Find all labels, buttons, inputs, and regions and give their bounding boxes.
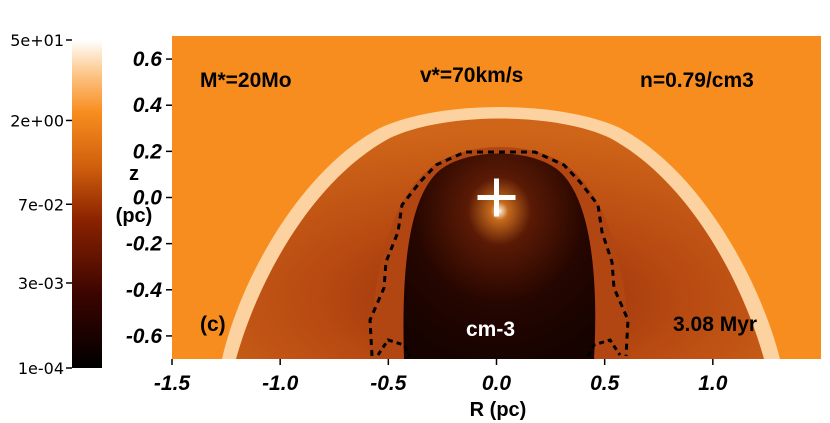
y-axis-title: z (pc) — [116, 163, 153, 227]
time-label: 3.08 Myr — [673, 313, 757, 336]
colorbar-tick-label: 1e-04 — [18, 359, 64, 378]
y-tick-label: 0.0 — [133, 187, 163, 210]
mass-annotation: M*=20Mo — [200, 69, 292, 92]
x-tick-label: 0.5 — [590, 372, 620, 395]
y-axis-title-unit: (pc) — [116, 205, 153, 227]
y-tick-label: 0.4 — [133, 94, 163, 117]
y-axis-ticks: 0.6 0.4 0.2 0.0 -0.2 -0.4 -0.6 — [126, 48, 172, 348]
density-annotation: n=0.79/cm3 — [640, 69, 754, 92]
velocity-annotation: v*=70km/s — [420, 64, 523, 87]
plot-area — [172, 36, 821, 359]
colorbar: 5e+01 2e+00 7e-02 3e-03 1e-04 — [10, 31, 102, 378]
x-tick-label: 0.0 — [482, 372, 512, 395]
x-tick-label: -0.5 — [370, 372, 407, 395]
y-tick-label: -0.4 — [126, 279, 163, 302]
colorbar-tick-label: 3e-03 — [18, 274, 64, 293]
colorbar-tick-label: 5e+01 — [10, 31, 64, 50]
star-marker — [477, 178, 516, 217]
dashed-contour — [368, 150, 630, 357]
colorbar-tick-label: 7e-02 — [18, 195, 64, 214]
y-tick-label: -0.2 — [126, 233, 163, 256]
unit-label: cm-3 — [466, 318, 515, 341]
dashed-contour-inner-right — [586, 338, 622, 357]
y-axis-title-z: z — [129, 163, 139, 185]
x-axis-title: R (pc) — [470, 399, 527, 421]
y-tick-label: 0.6 — [133, 48, 163, 71]
x-tick-label: -1.0 — [262, 372, 299, 395]
dashed-contour-inner-left — [376, 338, 412, 357]
colorbar-gradient — [72, 40, 102, 368]
y-tick-label: 0.2 — [133, 140, 163, 163]
colorbar-tick-label: 2e+00 — [10, 111, 64, 130]
hot-bubble — [403, 153, 596, 359]
x-tick-label: -1.5 — [154, 372, 191, 395]
x-axis-ticks: -1.5 -1.0 -0.5 0.0 0.5 1.0 — [154, 359, 728, 395]
x-tick-label: 1.0 — [698, 372, 728, 395]
panel-label: (c) — [200, 313, 226, 336]
y-tick-label: -0.6 — [126, 325, 163, 348]
